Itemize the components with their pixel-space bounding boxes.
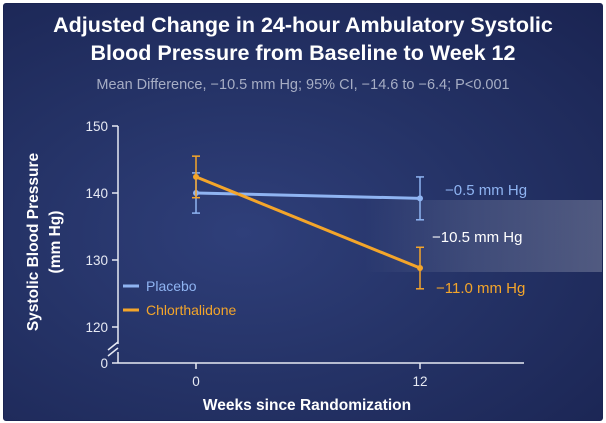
point-chlorthalidone-week-0 <box>193 173 199 180</box>
legend-label-chlorthalidone: Chlorthalidone <box>146 302 236 318</box>
legend: Placebo Chlorthalidone <box>123 278 236 318</box>
placebo-change-label: −0.5 mm Hg <box>445 182 527 199</box>
chlorthalidone-change-label: −11.0 mm Hg <box>436 280 525 297</box>
y-axis-title-unit: (mm Hg) <box>47 211 64 274</box>
chart-subtitle: Mean Difference, −10.5 mm Hg; 95% CI, −1… <box>96 77 510 93</box>
difference-label: −10.5 mm Hg <box>432 229 522 246</box>
chart-slide: Adjusted Change in 24-hour Ambulatory Sy… <box>3 3 603 421</box>
point-chlorthalidone-week-12 <box>417 265 423 272</box>
chart-plot: 120 130 140 150 0 12 0 Weeks since Randomiza… <box>25 119 602 414</box>
series-line-chlorthalidone <box>195 175 421 270</box>
point-placebo-week-12 <box>417 195 423 202</box>
y-axis-title: Systolic Blood Pressure <box>25 152 42 331</box>
x-tick-label-12: 12 <box>412 374 427 389</box>
series-line-placebo <box>195 191 421 200</box>
legend-label-placebo: Placebo <box>146 278 197 294</box>
y-tick-label-120: 120 <box>85 320 108 335</box>
y-tick-label-140: 140 <box>85 186 108 201</box>
chart-title-line2: Blood Pressure from Baseline to Week 12 <box>90 41 516 65</box>
y-tick-label-130: 130 <box>85 253 108 268</box>
x-axis-title: Weeks since Randomization <box>203 397 411 414</box>
x-tick-label-0: 0 <box>192 374 200 389</box>
chart-title: Adjusted Change in 24-hour Ambulatory Sy… <box>53 13 553 37</box>
y-tick-label-150: 150 <box>85 119 108 134</box>
axis-break-mark <box>107 341 119 357</box>
y-tick-label-zero: 0 <box>100 356 108 371</box>
